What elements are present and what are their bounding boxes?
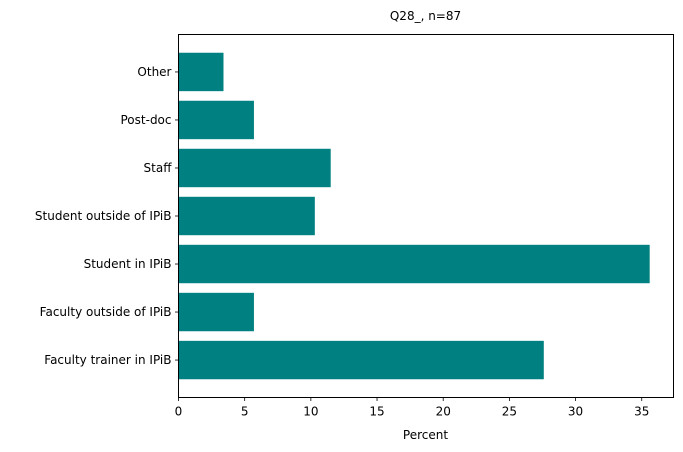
chart-title: Q28_, n=87 [390, 9, 461, 23]
y-tick-label: Student outside of IPiB [35, 209, 172, 223]
bar-staff [178, 148, 331, 188]
bar-other [178, 52, 224, 92]
bar-student-in-ipib [178, 244, 650, 284]
y-tick-label: Faculty outside of IPiB [40, 305, 172, 319]
y-axis-ticks: Faculty trainer in IPiB Faculty outside o… [35, 65, 179, 367]
x-tick-label: 30 [568, 405, 583, 419]
y-tick-label: Post-doc [121, 113, 172, 127]
bar-post-doc [178, 100, 254, 140]
y-tick-label: Staff [144, 161, 173, 175]
y-tick-label: Faculty trainer in IPiB [44, 353, 171, 367]
y-tick-label: Other [137, 65, 171, 79]
bar-faculty-outside-of-ipib [178, 292, 254, 332]
x-tick-label: 5 [241, 405, 249, 419]
y-tick-label: Student in IPiB [84, 257, 172, 271]
x-tick-label: 25 [502, 405, 517, 419]
bar-faculty-trainer-in-ipib [178, 340, 544, 380]
x-axis-label: Percent [403, 428, 448, 442]
plot-frame [178, 34, 674, 398]
x-tick-label: 15 [369, 405, 384, 419]
x-axis-ticks: 0 5 10 15 20 25 30 35 [175, 397, 649, 419]
x-tick-label: 20 [436, 405, 451, 419]
bar-student-outside-of-ipib [178, 196, 315, 236]
bars-group [178, 52, 650, 380]
x-tick-label: 0 [175, 405, 183, 419]
x-tick-label: 35 [634, 405, 649, 419]
x-tick-label: 10 [303, 405, 318, 419]
